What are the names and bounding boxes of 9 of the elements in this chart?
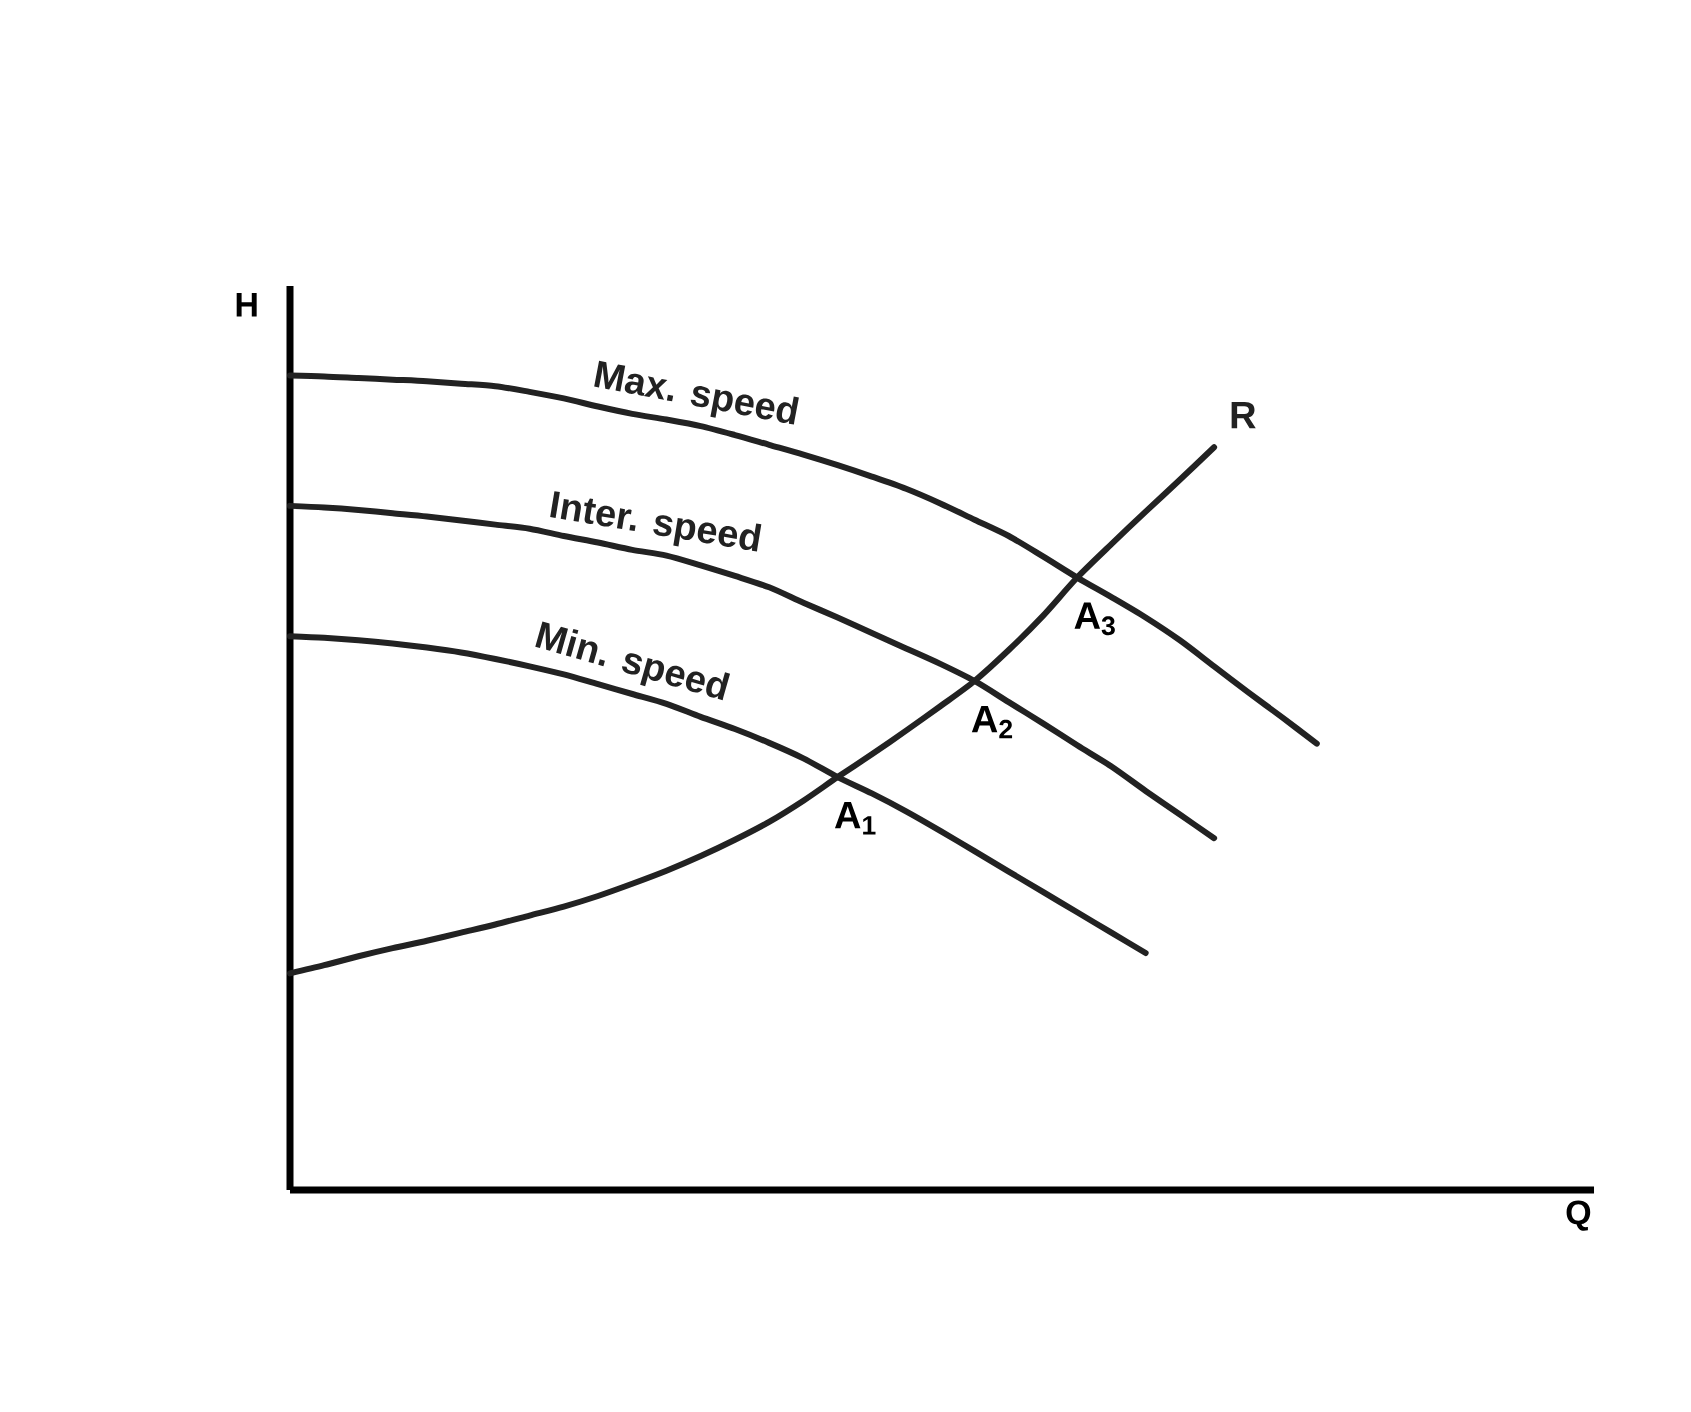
annotation: A$_{1}$ — [834, 802, 876, 835]
y-axis-title: H — [236, 293, 257, 317]
text: Max. speed — [594, 360, 799, 425]
text: Q — [1566, 1200, 1591, 1231]
annotation: A$_{2}$ — [971, 706, 1013, 739]
text: Min. speed — [535, 621, 731, 701]
annotation: A$_{3}$ — [1074, 602, 1115, 636]
text: Inter. speed — [550, 491, 762, 552]
series-label: R — [1231, 402, 1256, 429]
